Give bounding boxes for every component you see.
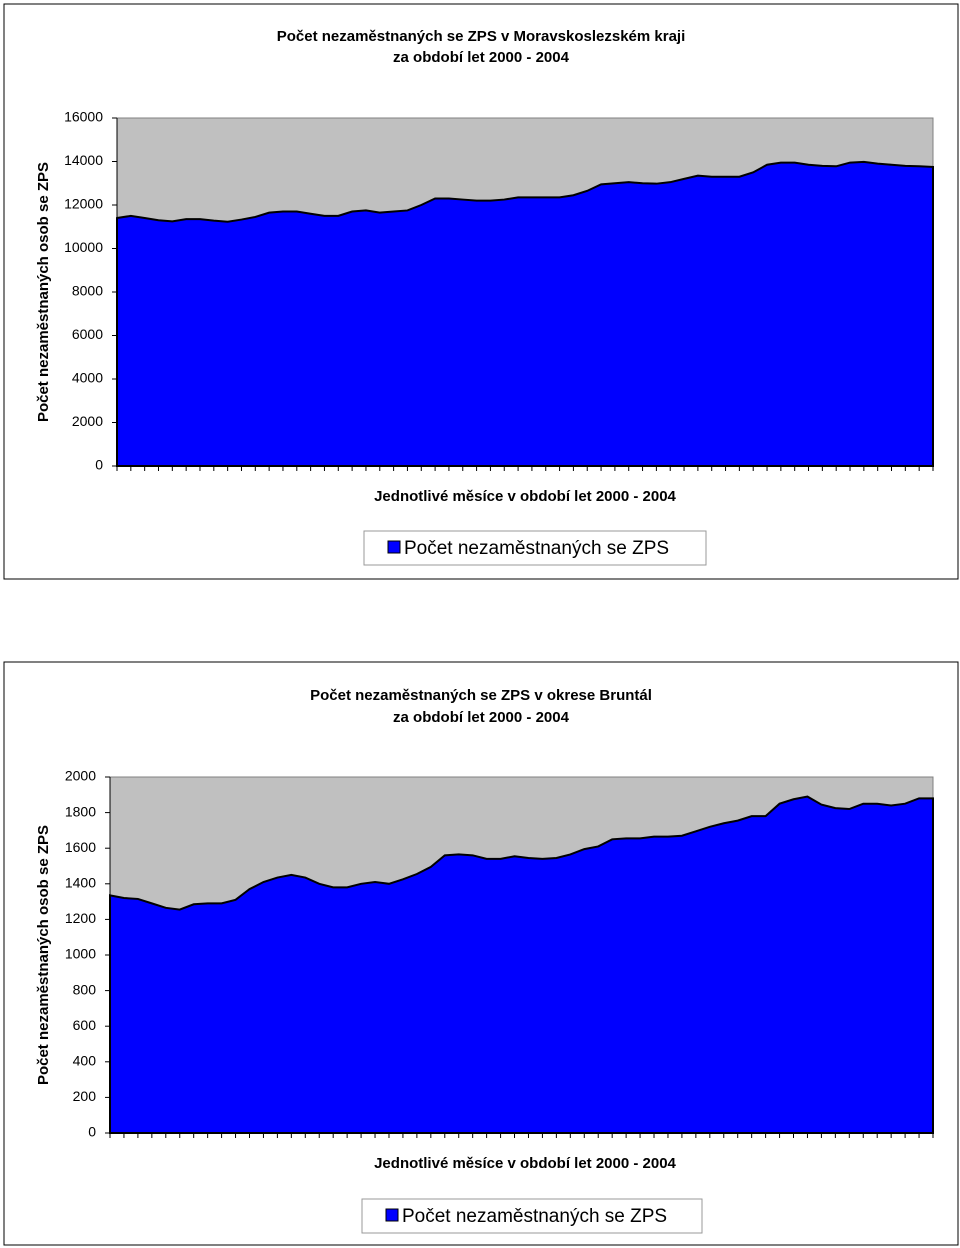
x-axis-title: Jednotlivé měsíce v období let 2000 - 20… bbox=[374, 1155, 676, 1172]
y-axis-title: Počet nezaměstnaných osob se ZPS bbox=[35, 825, 52, 1085]
chart-subtitle: za období let 2000 - 2004 bbox=[393, 49, 570, 66]
chart-subtitle: za období let 2000 - 2004 bbox=[393, 709, 570, 726]
legend-swatch bbox=[387, 540, 401, 554]
y-tick-label: 16000 bbox=[64, 109, 103, 125]
y-tick-label: 1400 bbox=[65, 875, 96, 891]
chart-title: Počet nezaměstnaných se ZPS v okrese Bru… bbox=[310, 687, 652, 704]
y-tick-label: 2000 bbox=[72, 413, 103, 429]
y-tick-label: 14000 bbox=[64, 152, 103, 168]
legend-label: Počet nezaměstnaných se ZPS bbox=[404, 538, 669, 559]
area bbox=[109, 795, 934, 1134]
y-tick-label: 600 bbox=[73, 1017, 97, 1033]
y-tick-label: 200 bbox=[73, 1088, 97, 1104]
y-tick-label: 10000 bbox=[64, 239, 103, 255]
chart-title: Počet nezaměstnaných se ZPS v Moravskosl… bbox=[277, 28, 686, 45]
legend-label: Počet nezaměstnaných se ZPS bbox=[402, 1206, 667, 1227]
y-tick-label: 12000 bbox=[64, 196, 103, 212]
y-tick-label: 4000 bbox=[72, 370, 103, 386]
y-tick-label: 6000 bbox=[72, 326, 103, 342]
y-tick-label: 0 bbox=[88, 1124, 96, 1140]
y-tick-label: 1600 bbox=[65, 839, 96, 855]
area bbox=[116, 160, 934, 467]
y-tick-label: 0 bbox=[95, 457, 103, 473]
y-tick-label: 400 bbox=[73, 1053, 97, 1069]
y-axis-title: Počet nezaměstnaných osob se ZPS bbox=[35, 162, 52, 422]
y-tick-label: 1000 bbox=[65, 946, 96, 962]
y-tick-label: 1200 bbox=[65, 910, 96, 926]
y-tick-label: 800 bbox=[73, 981, 97, 997]
x-axis-title: Jednotlivé měsíce v období let 2000 - 20… bbox=[374, 488, 676, 505]
legend-swatch bbox=[385, 1208, 399, 1222]
y-tick-label: 1800 bbox=[65, 803, 96, 819]
legend-box bbox=[361, 1198, 703, 1234]
y-tick-label: 8000 bbox=[72, 283, 103, 299]
y-tick-label: 2000 bbox=[65, 768, 96, 784]
legend-box bbox=[363, 530, 707, 566]
